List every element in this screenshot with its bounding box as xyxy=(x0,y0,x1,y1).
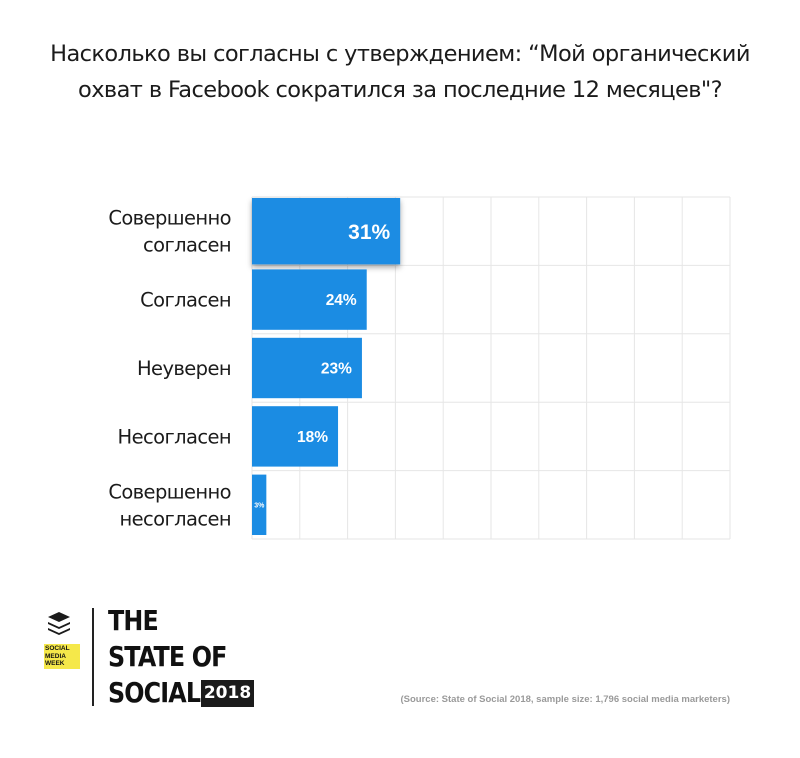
brand-line-social: SOCIAL xyxy=(108,676,201,709)
brand-line-the: THE xyxy=(108,604,159,637)
data-label: 18% xyxy=(297,429,328,446)
bar xyxy=(252,337,362,399)
source-note: (Source: State of Social 2018, sample si… xyxy=(400,694,731,705)
category-label: Неуверен xyxy=(137,357,231,380)
bar xyxy=(252,406,339,467)
category-label: Совершенно xyxy=(108,207,231,230)
bar xyxy=(252,198,401,265)
footer-divider xyxy=(92,608,94,706)
smw-line-3: WEEK xyxy=(45,660,65,667)
bar xyxy=(252,474,267,535)
brand-line-state-of: STATE OF xyxy=(108,640,227,673)
data-label: 31% xyxy=(348,221,390,244)
smw-line-1: SOCIAL xyxy=(45,645,70,652)
social-media-week-badge: SOCIAL MEDIA WEEK xyxy=(44,644,80,669)
category-label: Совершенно xyxy=(108,480,231,503)
category-label: Согласен xyxy=(140,289,231,312)
data-label: 3% xyxy=(254,502,265,509)
category-label: несогласен xyxy=(119,507,231,530)
category-label: Несогласен xyxy=(118,425,231,448)
year-badge: 2018 xyxy=(201,680,254,707)
data-label: 24% xyxy=(326,292,357,309)
smw-line-2: MEDIA xyxy=(45,652,66,660)
chart-title-line-2: охват в Facebook сократился за последние… xyxy=(78,77,723,103)
chart-title-line-1: Насколько вы согласны с утверждением: “М… xyxy=(50,41,750,67)
category-label: согласен xyxy=(143,234,231,257)
chart-title: Насколько вы согласны с утверждением: “М… xyxy=(20,36,780,108)
bar xyxy=(252,269,367,330)
data-label: 23% xyxy=(321,361,352,378)
bar-chart: 31% Совершенно согласен 24% Согласен 23% Неуве… xyxy=(108,196,731,540)
buffer-stack-icon xyxy=(48,612,70,635)
